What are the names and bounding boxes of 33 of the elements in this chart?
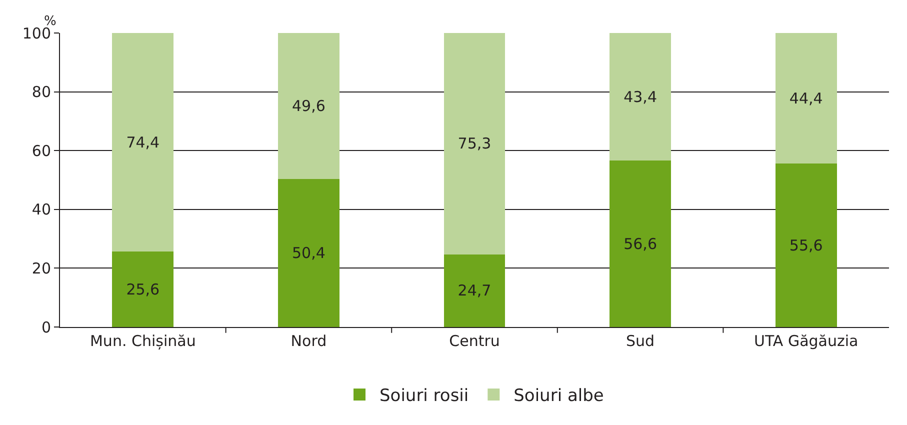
legend-label: Soiuri rosii bbox=[380, 386, 469, 406]
y-tick-label: 0 bbox=[41, 318, 51, 336]
data-label: 55,6 bbox=[789, 236, 823, 254]
bar bbox=[278, 33, 340, 179]
x-tick-label: Nord bbox=[290, 332, 327, 350]
data-label: 24,7 bbox=[458, 282, 492, 300]
y-tick-label: 60 bbox=[32, 142, 51, 160]
bar bbox=[444, 33, 506, 254]
x-tick-label: Centru bbox=[449, 332, 500, 350]
x-tick-label: Mun. Chișinău bbox=[90, 332, 196, 350]
legend-label: Soiuri albe bbox=[514, 386, 604, 406]
y-tick-label: 100 bbox=[22, 24, 51, 42]
bar bbox=[775, 33, 837, 164]
data-label: 44,4 bbox=[789, 89, 823, 108]
data-label: 25,6 bbox=[126, 280, 160, 298]
data-label: 49,6 bbox=[292, 96, 326, 115]
data-label: 56,6 bbox=[624, 234, 658, 253]
x-tick-label: UTA Găgăuzia bbox=[754, 332, 858, 350]
bar bbox=[278, 178, 340, 327]
y-tick-label: 20 bbox=[32, 259, 51, 278]
y-tick-label: 40 bbox=[32, 200, 51, 219]
bar bbox=[775, 164, 837, 327]
bar bbox=[610, 33, 671, 161]
bar bbox=[112, 252, 174, 327]
bar bbox=[444, 254, 506, 327]
y-tick-label: 80 bbox=[32, 83, 51, 102]
data-label: 50,4 bbox=[292, 244, 326, 262]
data-label: 74,4 bbox=[126, 133, 160, 152]
bar bbox=[112, 33, 174, 252]
x-tick-label: Sud bbox=[626, 332, 655, 350]
bar bbox=[610, 160, 671, 327]
data-label: 43,4 bbox=[624, 88, 658, 106]
data-label: 75,3 bbox=[458, 134, 492, 153]
